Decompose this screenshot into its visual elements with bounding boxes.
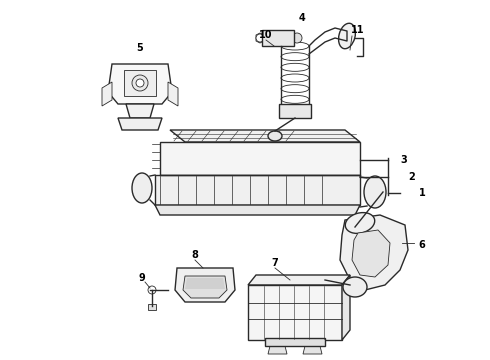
Ellipse shape xyxy=(364,176,386,208)
Circle shape xyxy=(148,286,156,294)
Bar xyxy=(279,104,311,118)
Circle shape xyxy=(256,34,264,42)
Ellipse shape xyxy=(343,277,367,297)
Polygon shape xyxy=(108,64,172,104)
Polygon shape xyxy=(148,304,156,310)
Polygon shape xyxy=(248,285,342,340)
Ellipse shape xyxy=(281,95,309,103)
Ellipse shape xyxy=(281,42,309,50)
Polygon shape xyxy=(340,215,408,290)
Ellipse shape xyxy=(281,53,309,61)
Ellipse shape xyxy=(132,173,152,203)
Text: 9: 9 xyxy=(139,273,146,283)
Ellipse shape xyxy=(345,213,375,233)
Bar xyxy=(262,30,294,46)
Polygon shape xyxy=(185,278,225,289)
Polygon shape xyxy=(168,82,178,106)
Ellipse shape xyxy=(281,74,309,82)
Text: 2: 2 xyxy=(409,172,416,182)
Circle shape xyxy=(271,132,279,140)
Polygon shape xyxy=(303,346,322,354)
Ellipse shape xyxy=(268,131,282,141)
Polygon shape xyxy=(342,275,350,340)
Polygon shape xyxy=(126,104,154,118)
Circle shape xyxy=(132,75,148,91)
Text: 3: 3 xyxy=(401,155,407,165)
Ellipse shape xyxy=(281,85,309,93)
Polygon shape xyxy=(183,276,227,298)
Text: 11: 11 xyxy=(351,25,365,35)
Polygon shape xyxy=(175,268,235,302)
Polygon shape xyxy=(248,275,350,285)
Polygon shape xyxy=(256,33,264,43)
Text: 1: 1 xyxy=(418,188,425,198)
Polygon shape xyxy=(155,205,360,215)
Text: 6: 6 xyxy=(418,240,425,250)
Text: 7: 7 xyxy=(271,258,278,268)
Circle shape xyxy=(292,33,302,43)
Polygon shape xyxy=(268,346,287,354)
Ellipse shape xyxy=(339,23,355,49)
Text: 8: 8 xyxy=(192,250,198,260)
Text: 10: 10 xyxy=(259,30,273,40)
Text: 5: 5 xyxy=(137,43,144,53)
Polygon shape xyxy=(160,142,360,175)
Polygon shape xyxy=(170,130,360,142)
Polygon shape xyxy=(118,118,162,130)
Polygon shape xyxy=(155,175,360,205)
Circle shape xyxy=(136,79,144,87)
Bar xyxy=(265,338,325,346)
Text: 4: 4 xyxy=(298,13,305,23)
Ellipse shape xyxy=(281,63,309,71)
Polygon shape xyxy=(124,70,156,96)
Ellipse shape xyxy=(281,106,309,114)
Polygon shape xyxy=(352,230,390,277)
Polygon shape xyxy=(102,82,112,106)
